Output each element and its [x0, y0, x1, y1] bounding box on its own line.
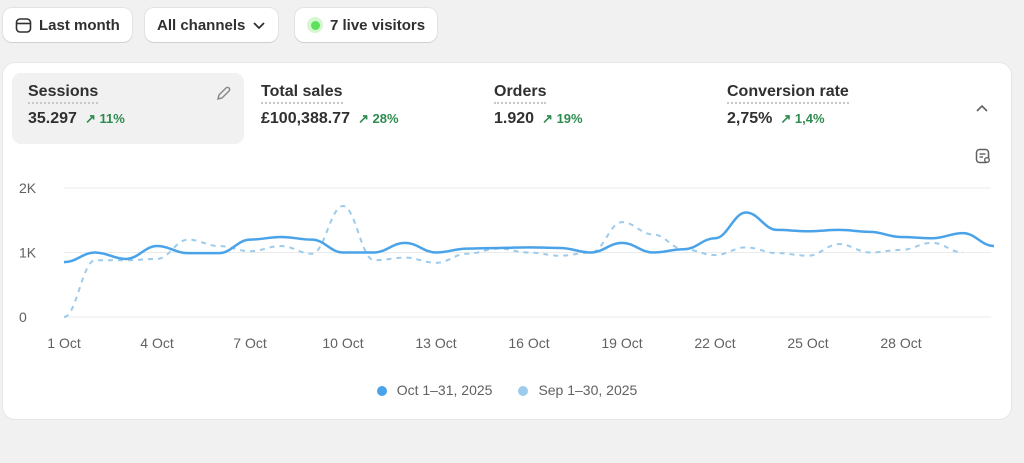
channels-label: All channels [157, 16, 246, 34]
x-tick-label: 28 Oct [880, 335, 921, 351]
x-tick-label: 16 Oct [508, 335, 549, 351]
metric-value: £100,388.77 [261, 110, 350, 127]
arrow-up-right-icon: ↗ [357, 111, 373, 126]
calendar-icon [15, 17, 32, 33]
metric-orders[interactable]: Orders 1.920 ↗ 19% [478, 73, 710, 144]
metric-label: Total sales [261, 83, 343, 104]
metric-label: Sessions [28, 83, 99, 104]
metric-delta: ↗ 1,4% [780, 111, 825, 126]
date-range-button[interactable]: Last month [3, 8, 132, 42]
chart-search-icon[interactable] [975, 148, 992, 165]
metric-delta: ↗ 28% [357, 111, 399, 126]
metric-value: 1.920 [494, 110, 535, 127]
x-tick-label: 7 Oct [233, 335, 267, 351]
live-indicator-icon [307, 17, 323, 33]
y-tick-label: 0 [19, 309, 27, 325]
y-tick-label: 1K [19, 245, 37, 261]
pencil-icon[interactable] [215, 85, 232, 102]
metric-conversion-rate[interactable]: Conversion rate 2,75% ↗ 1,4% [711, 73, 943, 144]
metric-delta: ↗ 11% [84, 111, 125, 126]
metric-total-sales[interactable]: Total sales £100,388.77 ↗ 28% [245, 73, 477, 144]
chart-legend: Oct 1–31, 2025 Sep 1–30, 2025 [3, 382, 1011, 398]
y-tick-label: 2K [19, 180, 37, 196]
arrow-up-right-icon: ↗ [84, 111, 100, 126]
chevron-down-icon [253, 22, 265, 30]
legend-dot-icon [518, 386, 529, 396]
x-tick-label: 1 Oct [47, 335, 81, 351]
live-visitors-button[interactable]: 7 live visitors [295, 8, 438, 42]
x-tick-label: 25 Oct [787, 335, 828, 351]
x-tick-label: 22 Oct [694, 335, 735, 351]
analytics-card: Sessions 35.297 ↗ 11% Total sales £100,38… [3, 63, 1011, 419]
legend-item-current[interactable]: Oct 1–31, 2025 [376, 382, 492, 398]
x-tick-label: 10 Oct [322, 335, 363, 351]
x-tick-label: 13 Oct [415, 335, 456, 351]
metric-label: Orders [494, 83, 547, 104]
legend-item-previous[interactable]: Sep 1–30, 2025 [518, 382, 637, 398]
metric-sessions[interactable]: Sessions 35.297 ↗ 11% [12, 73, 244, 144]
chevron-up-icon[interactable] [975, 103, 989, 113]
metric-value: 35.297 [28, 110, 77, 127]
sessions-chart: 0 1K 2K 1 Oct 4 Oct 7 Oct 10 Oct 13 Oct 16 Oct 19… [19, 180, 995, 351]
arrow-up-right-icon: ↗ [542, 111, 557, 126]
live-visitors-label: 7 live visitors [330, 16, 426, 34]
metric-label: Conversion rate [727, 83, 849, 104]
series-line-current [63, 211, 995, 264]
series-line-previous [63, 205, 964, 318]
legend-dot-icon [376, 386, 387, 396]
arrow-up-right-icon: ↗ [780, 111, 795, 126]
x-tick-label: 19 Oct [601, 335, 642, 351]
metric-value: 2,75% [727, 110, 773, 127]
x-tick-label: 4 Oct [140, 335, 174, 351]
metric-delta: ↗ 19% [542, 111, 583, 126]
date-range-label: Last month [39, 16, 120, 34]
channels-dropdown[interactable]: All channels [145, 8, 279, 42]
